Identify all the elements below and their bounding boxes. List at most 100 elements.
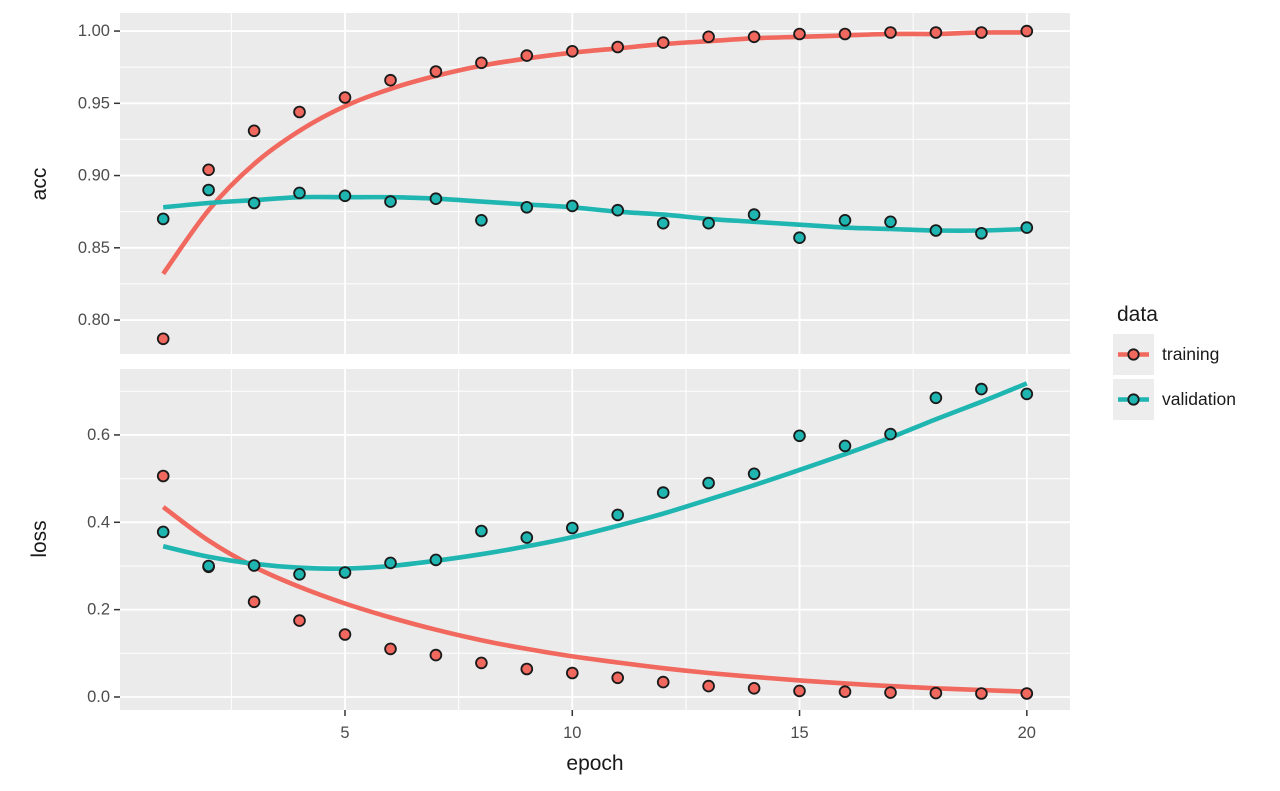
point-training-epoch-18 (929, 686, 943, 700)
point-validation-epoch-5 (338, 189, 352, 203)
point-training-epoch-1 (156, 469, 170, 483)
point-validation-epoch-5 (338, 566, 352, 579)
point-training-epoch-16 (838, 685, 852, 698)
legend-key-glyph-icon (1118, 393, 1149, 406)
point-validation-epoch-17 (884, 215, 897, 229)
point-training-epoch-13 (702, 30, 715, 44)
point-training-epoch-15 (793, 27, 806, 41)
y-tick-label: 0.95 (78, 94, 110, 112)
point-validation-epoch-6 (384, 195, 397, 208)
point-validation-epoch-15 (793, 231, 806, 245)
y-tick-label: 0.4 (87, 513, 110, 531)
point-validation-epoch-8 (475, 214, 488, 227)
point-training-epoch-11 (611, 40, 624, 54)
point-validation-epoch-4 (293, 567, 306, 581)
x-axis-title: epoch (566, 752, 624, 775)
point-training-epoch-1 (156, 332, 170, 346)
panel-acc: 0.80 0.85 0.90 0.95 1.00 (78, 13, 1070, 354)
point-training-epoch-3 (247, 124, 261, 138)
legend-item-validation: validation (1113, 379, 1278, 420)
y-tick-label: 1.00 (78, 22, 110, 40)
point-validation-epoch-2 (202, 183, 215, 197)
point-validation-epoch-11 (611, 508, 624, 522)
point-validation-epoch-1 (156, 525, 170, 539)
point-training-epoch-6 (384, 73, 397, 87)
x-tick-label: 15 (790, 724, 808, 742)
point-training-epoch-12 (656, 36, 670, 49)
point-validation-epoch-13 (702, 216, 715, 230)
point-validation-epoch-7 (429, 553, 443, 567)
x-tick-label: 20 (1018, 724, 1036, 742)
point-validation-epoch-1 (156, 212, 170, 226)
point-training-epoch-13 (702, 679, 715, 693)
y-tick-label: 0.90 (78, 167, 110, 185)
point-validation-epoch-11 (611, 203, 624, 217)
point-validation-epoch-10 (565, 521, 579, 535)
legend-label-training: training (1162, 344, 1220, 364)
x-tick-label: 10 (563, 724, 581, 742)
y-axis-title-acc: acc (28, 167, 51, 201)
point-training-epoch-4 (293, 614, 306, 627)
point-training-epoch-10 (565, 44, 579, 58)
point-training-epoch-8 (475, 656, 488, 670)
point-training-epoch-12 (656, 675, 670, 689)
smooth-line-training (161, 505, 1027, 694)
point-validation-epoch-2 (202, 559, 215, 573)
point-training-epoch-4 (293, 105, 306, 119)
point-validation-epoch-20 (1020, 387, 1034, 401)
point-validation-epoch-8 (475, 524, 488, 538)
point-training-epoch-9 (520, 49, 534, 62)
point-validation-epoch-15 (793, 429, 806, 443)
legend-item-training: training (1113, 334, 1278, 375)
point-validation-epoch-3 (247, 559, 261, 572)
point-training-epoch-14 (747, 30, 761, 44)
point-training-epoch-18 (929, 26, 943, 39)
point-training-epoch-17 (884, 686, 897, 699)
point-training-epoch-6 (384, 642, 397, 656)
point-validation-epoch-9 (520, 531, 534, 544)
point-validation-epoch-16 (838, 214, 852, 227)
point-training-epoch-20 (1020, 24, 1034, 38)
point-validation-epoch-14 (747, 467, 761, 481)
point-validation-epoch-18 (929, 224, 943, 237)
legend: data training validation (1113, 303, 1278, 424)
y-axis-title-loss: loss (28, 520, 51, 558)
point-training-epoch-11 (611, 671, 624, 685)
point-training-epoch-20 (1020, 687, 1034, 700)
point-training-epoch-19 (975, 26, 988, 39)
y-tick-label: 0.85 (78, 239, 110, 257)
point-training-epoch-10 (565, 666, 579, 680)
point-training-epoch-5 (338, 628, 352, 641)
point-training-epoch-17 (884, 26, 897, 39)
point-validation-epoch-17 (884, 427, 897, 441)
legend-key-glyph-icon (1118, 348, 1149, 361)
point-validation-epoch-19 (975, 227, 988, 240)
point-training-epoch-19 (975, 687, 988, 700)
point-validation-epoch-13 (702, 476, 715, 490)
point-validation-epoch-9 (520, 201, 534, 214)
panel-background (120, 13, 1070, 354)
y-tick-label: 0.2 (87, 601, 110, 619)
point-validation-epoch-19 (975, 382, 988, 396)
x-tick-label: 5 (340, 724, 349, 742)
point-validation-epoch-12 (656, 216, 670, 230)
point-validation-epoch-10 (565, 199, 579, 213)
point-validation-epoch-3 (247, 196, 261, 210)
legend-key-training (1113, 334, 1154, 375)
point-validation-epoch-16 (838, 439, 852, 453)
y-tick-label: 0.0 (87, 688, 110, 706)
point-validation-epoch-20 (1020, 221, 1034, 234)
point-training-epoch-3 (247, 595, 261, 609)
point-validation-epoch-12 (656, 486, 670, 499)
panel-loss: 0.0 0.2 0.4 0.6 (87, 369, 1070, 710)
point-training-epoch-7 (429, 648, 443, 662)
point-validation-epoch-6 (384, 556, 397, 570)
y-tick-label: 0.80 (78, 311, 110, 329)
point-validation-epoch-4 (293, 186, 306, 200)
point-validation-epoch-18 (929, 391, 943, 405)
point-training-epoch-2 (202, 163, 215, 177)
point-training-epoch-7 (429, 65, 443, 78)
y-tick-label: 0.6 (87, 426, 110, 444)
